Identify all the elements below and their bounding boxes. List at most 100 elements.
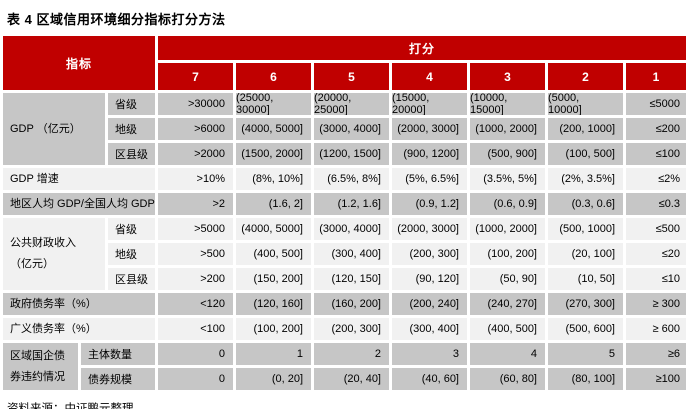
score-cell: >2000 (158, 143, 233, 165)
table-row: <100 (100, 200] (200, 300] (300, 400] (400, … (158, 318, 686, 340)
score-cell: (1000, 2000] (470, 118, 545, 140)
table-body: GDP （亿元） 省级 >30000 (25000, 30000] (20000, 25… (3, 93, 686, 390)
score-cell: 1 (236, 343, 311, 365)
score-cell: 2 (314, 343, 389, 365)
score-cell: (120, 150] (314, 268, 389, 290)
indicator-label: 公共财政收入 （亿元） (3, 218, 105, 290)
score-cell: (300, 400] (314, 243, 389, 265)
indicator-label: GDP 增速 (3, 168, 155, 190)
table-row: 地级 >6000 (4000, 5000] (3000, 4000] (2000, 30… (108, 118, 686, 140)
group-rows: 主体数量 0 1 2 3 4 5 ≥6 债券规模 0 (0, 20] (20, 40] (40, 60]… (81, 343, 686, 390)
header-level-5: 5 (314, 63, 389, 90)
score-cell: (4000, 5000] (236, 218, 311, 240)
indicator-label: GDP （亿元） (3, 93, 105, 165)
indicator-group: 广义债务率（%） <100 (100, 200] (200, 300] (300, 40… (3, 318, 686, 340)
score-cell: ≥100 (626, 368, 686, 390)
indicator-label: 地区人均 GDP/全国人均 GDP (3, 193, 155, 215)
header-level-6: 6 (236, 63, 311, 90)
header-score-cell: 打分 (158, 36, 686, 60)
table-row: 地级 >500 (400, 500] (300, 400] (200, 300] (100… (108, 243, 686, 265)
score-cell: (2000, 3000] (392, 118, 467, 140)
indicator-group: GDP 增速 >10% (8%, 10%] (6.5%, 8%] (5%, 6.5%](… (3, 168, 686, 190)
source-note: 资料来源：中证鹏元整理 (7, 403, 134, 409)
table-row: >10% (8%, 10%] (6.5%, 8%] (5%, 6.5%] (3.5%, … (158, 168, 686, 190)
score-cell: <120 (158, 293, 233, 315)
table-row: 区县级 >200 (150, 200] (120, 150] (90, 120] (50,… (108, 268, 686, 290)
score-cell: (0.3, 0.6] (548, 193, 623, 215)
score-cell: ≥ 600 (626, 318, 686, 340)
score-cell: (0.9, 1.2] (392, 193, 467, 215)
score-cell: (100, 200] (470, 243, 545, 265)
score-cell: ≥6 (626, 343, 686, 365)
indicator-group: 公共财政收入 （亿元） 省级 >5000 (4000, 5000] (3000, 400… (3, 218, 686, 290)
score-cell: (1000, 2000] (470, 218, 545, 240)
score-cell: >2 (158, 193, 233, 215)
group-rows: 省级 >5000 (4000, 5000] (3000, 4000] (2000, 30… (108, 218, 686, 290)
score-cell: (300, 400] (392, 318, 467, 340)
table-row: 省级 >5000 (4000, 5000] (3000, 4000] (2000, 30… (108, 218, 686, 240)
score-cell: ≤10 (626, 268, 686, 290)
score-cell: >6000 (158, 118, 233, 140)
score-cell: (2%, 3.5%] (548, 168, 623, 190)
score-cell: (500, 600] (548, 318, 623, 340)
indicator-group: 地区人均 GDP/全国人均 GDP >2 (1.6, 2] (1.2, 1.6] (0.… (3, 193, 686, 215)
score-cell: (60, 80] (470, 368, 545, 390)
score-cell: >10% (158, 168, 233, 190)
score-cell: (80, 100] (548, 368, 623, 390)
sub-level-label: 地级 (108, 118, 155, 140)
score-cell: (120, 160] (236, 293, 311, 315)
score-cell: (25000, 30000] (236, 93, 311, 115)
score-cell: (8%, 10%] (236, 168, 311, 190)
score-cell: 4 (470, 343, 545, 365)
sub-level-label: 主体数量 (81, 343, 155, 365)
indicator-label: 政府债务率（%） (3, 293, 155, 315)
score-cell: <100 (158, 318, 233, 340)
score-cell: (20, 100] (548, 243, 623, 265)
score-cell: (3000, 4000] (314, 118, 389, 140)
group-rows: 省级 >30000 (25000, 30000] (20000, 25000] (150… (108, 93, 686, 165)
header-indicator-cell: 指标 (3, 36, 155, 90)
table-row: 区县级 >2000 (1500, 2000] (1200, 1500] (900, 12… (108, 143, 686, 165)
score-cell: (10000, 15000] (470, 93, 545, 115)
score-cell: (10, 50] (548, 268, 623, 290)
score-cell: >5000 (158, 218, 233, 240)
score-cell: (3000, 4000] (314, 218, 389, 240)
score-cell: >500 (158, 243, 233, 265)
score-cell: (100, 200] (236, 318, 311, 340)
score-cell: (400, 500] (236, 243, 311, 265)
group-rows: <120 (120, 160] (160, 200] (200, 240] (240, … (158, 293, 686, 315)
score-cell: (0.6, 0.9] (470, 193, 545, 215)
score-cell: (400, 500] (470, 318, 545, 340)
score-cell: 0 (158, 368, 233, 390)
header-level-2: 2 (548, 63, 623, 90)
header-level-4: 4 (392, 63, 467, 90)
score-cell: (200, 300] (392, 243, 467, 265)
indicator-group: 区域国企债 券违约情况 主体数量 0 1 2 3 4 5 ≥6 债券规模 0 (0, 20] (20, … (3, 343, 686, 390)
group-rows: <100 (100, 200] (200, 300] (300, 400] (400, … (158, 318, 686, 340)
score-cell: (50, 90] (470, 268, 545, 290)
score-cell: ≤100 (626, 143, 686, 165)
score-cell: (90, 120] (392, 268, 467, 290)
score-cell: (1200, 1500] (314, 143, 389, 165)
score-cell: (2000, 3000] (392, 218, 467, 240)
score-cell: ≤20 (626, 243, 686, 265)
score-cell: (15000, 20000] (392, 93, 467, 115)
score-cell: (5%, 6.5%] (392, 168, 467, 190)
score-cell: (160, 200] (314, 293, 389, 315)
score-cell: (5000, 10000] (548, 93, 623, 115)
score-cell: ≤500 (626, 218, 686, 240)
table-title: 表 4 区域信用环境细分指标打分方法 (7, 12, 226, 27)
sub-level-label: 地级 (108, 243, 155, 265)
indicator-label: 广义债务率（%） (3, 318, 155, 340)
sub-level-label: 区县级 (108, 143, 155, 165)
indicator-group: 政府债务率（%） <120 (120, 160] (160, 200] (200, 24… (3, 293, 686, 315)
score-cell: (20, 40] (314, 368, 389, 390)
score-cell: (100, 500] (548, 143, 623, 165)
header-level-1: 1 (626, 63, 686, 90)
sub-level-label: 省级 (108, 93, 155, 115)
sub-level-label: 债券规模 (81, 368, 155, 390)
score-cell: (500, 1000] (548, 218, 623, 240)
